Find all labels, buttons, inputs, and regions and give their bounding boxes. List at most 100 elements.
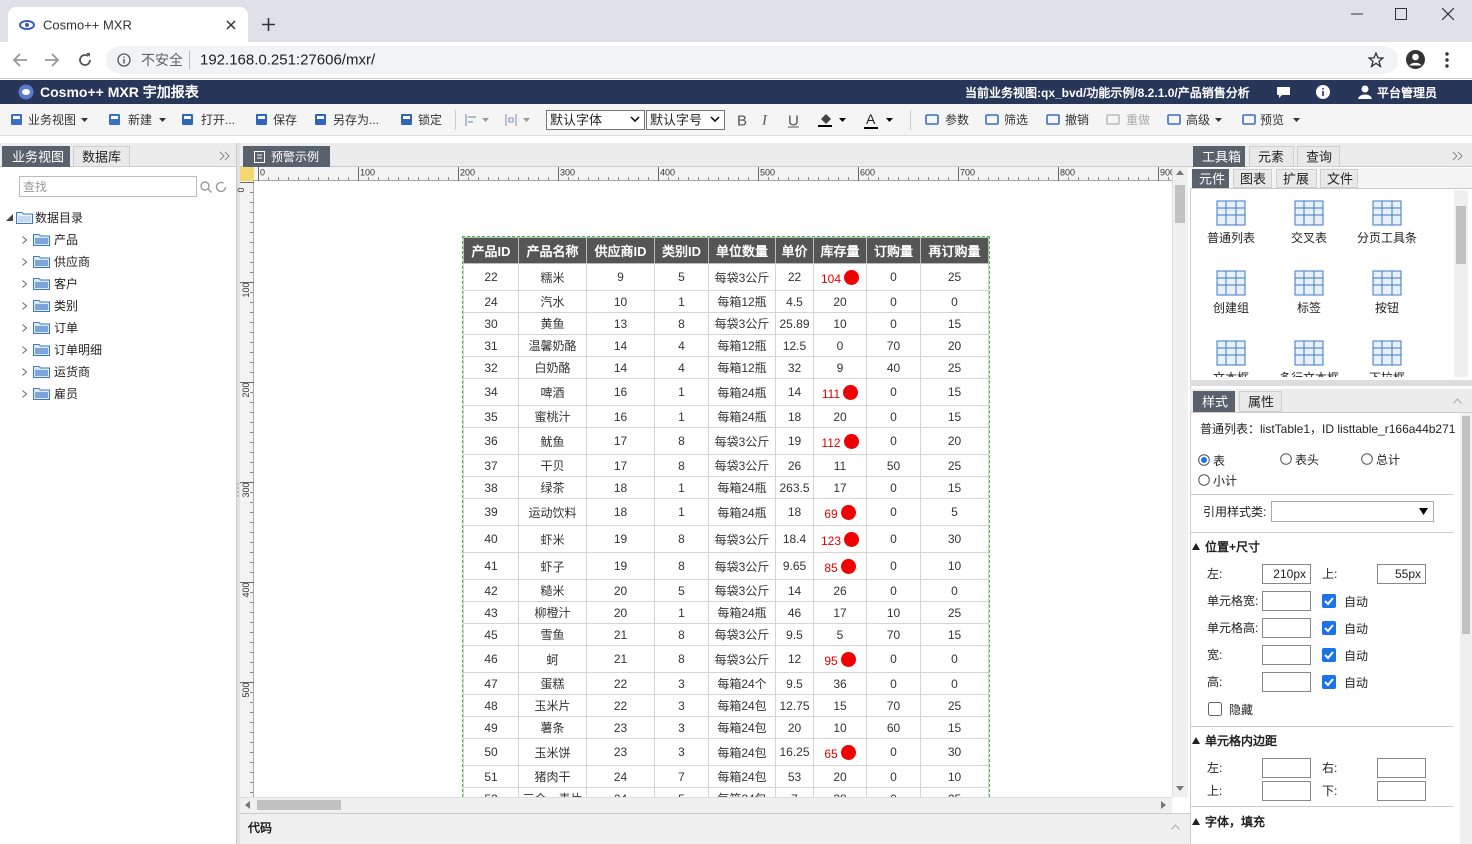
scroll-thumb[interactable] <box>257 800 341 810</box>
collapse-left[interactable] <box>219 151 230 161</box>
search-input[interactable] <box>19 176 197 197</box>
tree-node[interactable]: 类别 <box>54 299 79 313</box>
tree-expander[interactable] <box>22 324 27 332</box>
style-tab[interactable] <box>1239 391 1282 412</box>
scroll-thumb[interactable] <box>1175 185 1185 223</box>
profile-avatar[interactable] <box>1406 50 1425 69</box>
new-tab[interactable] <box>262 18 275 31</box>
toolbar-button[interactable]: 撤销 <box>1065 113 1090 127</box>
toolbar-button[interactable]: 预览 <box>1260 113 1285 127</box>
toolbox-tab[interactable] <box>1297 146 1340 167</box>
radio-button[interactable] <box>1361 453 1373 465</box>
collapse-style[interactable] <box>1453 398 1462 404</box>
component-icon[interactable] <box>1216 270 1246 296</box>
checkbox-label[interactable]: 自动 <box>1344 676 1369 690</box>
tree-expander[interactable] <box>22 346 27 354</box>
component-icon[interactable] <box>1372 270 1402 296</box>
checkbox-label[interactable]: 自动 <box>1344 649 1369 663</box>
section-toggle[interactable] <box>1192 818 1200 825</box>
fill-color-button[interactable] <box>818 112 832 127</box>
collapse-right[interactable] <box>1452 151 1463 161</box>
component-icon[interactable] <box>1294 270 1324 296</box>
component-label[interactable]: 多行文本框 <box>1279 372 1339 377</box>
tree-expander[interactable] <box>22 258 27 266</box>
scroll-thumb[interactable] <box>1462 416 1470 634</box>
radio-button[interactable] <box>1280 453 1292 465</box>
component-label[interactable]: 分页工具条 <box>1356 231 1418 245</box>
checkbox-label[interactable]: 自动 <box>1344 595 1369 609</box>
font-color-button[interactable]: A <box>866 111 876 127</box>
text-input[interactable] <box>1262 564 1311 584</box>
component-subtab[interactable] <box>1320 169 1358 188</box>
checkbox[interactable] <box>1322 648 1336 662</box>
toolbar-button[interactable]: 参数 <box>945 113 970 127</box>
bold-button[interactable]: B <box>737 112 748 130</box>
text-input[interactable] <box>1262 591 1311 611</box>
back-button[interactable] <box>12 52 28 68</box>
checkbox[interactable] <box>1322 594 1336 608</box>
radio-label[interactable]: 表 <box>1213 454 1226 468</box>
radio-button[interactable] <box>1198 454 1210 466</box>
report-table-frame[interactable]: 产品ID 产品名称 供应商ID 类别ID 单位数量 单价 库存量 订购量 再订购量 22 糯米 9 5 每… <box>462 236 990 797</box>
component-subtab[interactable] <box>1276 169 1317 188</box>
section-title[interactable]: 单元格内边距 <box>1205 734 1278 748</box>
toolbar-button[interactable]: 重做 <box>1126 113 1151 127</box>
scroll-up[interactable] <box>1176 170 1184 175</box>
tree-node[interactable]: 雇员 <box>54 387 79 401</box>
minimize[interactable] <box>1351 13 1363 15</box>
section-toggle[interactable] <box>1192 737 1200 744</box>
italic-button[interactable]: I <box>762 112 767 129</box>
text-input[interactable] <box>1377 564 1426 584</box>
scroll-right[interactable] <box>1161 801 1166 809</box>
radio-label[interactable]: 小计 <box>1213 474 1238 488</box>
font-size-select[interactable] <box>646 110 725 130</box>
section-toggle[interactable] <box>1192 543 1200 550</box>
tree-expander[interactable] <box>6 214 13 221</box>
checkbox[interactable] <box>1322 621 1336 635</box>
toolbar-button[interactable]: 打开... <box>201 113 236 127</box>
forward-button[interactable] <box>44 52 60 68</box>
code-panel-title[interactable]: 代码 <box>248 821 273 835</box>
text-input[interactable] <box>1262 618 1311 638</box>
component-label[interactable]: 下拉框 <box>1369 372 1405 377</box>
component-icon[interactable] <box>1372 340 1402 366</box>
toolbar-button[interactable]: 筛选 <box>1004 113 1029 127</box>
radio-label[interactable]: 表头 <box>1295 453 1320 467</box>
url-field[interactable] <box>106 46 1398 74</box>
scroll-down[interactable] <box>1176 786 1184 791</box>
tree-expander[interactable] <box>22 390 27 398</box>
toolbox-tab[interactable] <box>1193 146 1245 167</box>
browser-tab[interactable] <box>8 7 248 42</box>
tree-node[interactable]: 订单 <box>54 321 79 335</box>
tree-node[interactable]: 产品 <box>54 233 79 247</box>
radio-label[interactable]: 总计 <box>1376 453 1401 467</box>
tree-expander[interactable] <box>22 368 27 376</box>
toolbar-button[interactable]: 高级 <box>1186 113 1211 127</box>
component-label[interactable]: 创建组 <box>1212 301 1250 315</box>
text-input[interactable] <box>1377 758 1426 778</box>
style-class-select[interactable] <box>1271 501 1434 522</box>
toolbox-tab[interactable] <box>1249 146 1294 167</box>
expand-code[interactable] <box>1171 824 1180 830</box>
tab-close[interactable] <box>226 20 236 30</box>
text-input[interactable] <box>1377 781 1426 801</box>
component-icon[interactable] <box>1372 200 1402 226</box>
maximize[interactable] <box>1395 8 1407 20</box>
component-icon[interactable] <box>1216 340 1246 366</box>
component-subtab[interactable] <box>1192 169 1229 188</box>
font-family-select[interactable] <box>546 110 645 130</box>
checkbox-label[interactable]: 自动 <box>1344 622 1369 636</box>
tree-node[interactable]: 供应商 <box>54 255 91 269</box>
component-icon[interactable] <box>1216 200 1246 226</box>
tree-expander[interactable] <box>22 280 27 288</box>
tree-node[interactable]: 客户 <box>54 277 79 291</box>
text-input[interactable] <box>1262 758 1311 778</box>
scroll-thumb[interactable] <box>1456 206 1466 264</box>
underline-button[interactable]: U <box>788 112 799 130</box>
component-label[interactable]: 普通列表 <box>1206 231 1256 245</box>
component-icon[interactable] <box>1294 200 1324 226</box>
search-button[interactable] <box>200 181 212 193</box>
component-label[interactable]: 按钮 <box>1374 301 1400 315</box>
component-subtab[interactable] <box>1233 169 1272 188</box>
tree-root[interactable]: 数据目录 <box>35 211 84 225</box>
